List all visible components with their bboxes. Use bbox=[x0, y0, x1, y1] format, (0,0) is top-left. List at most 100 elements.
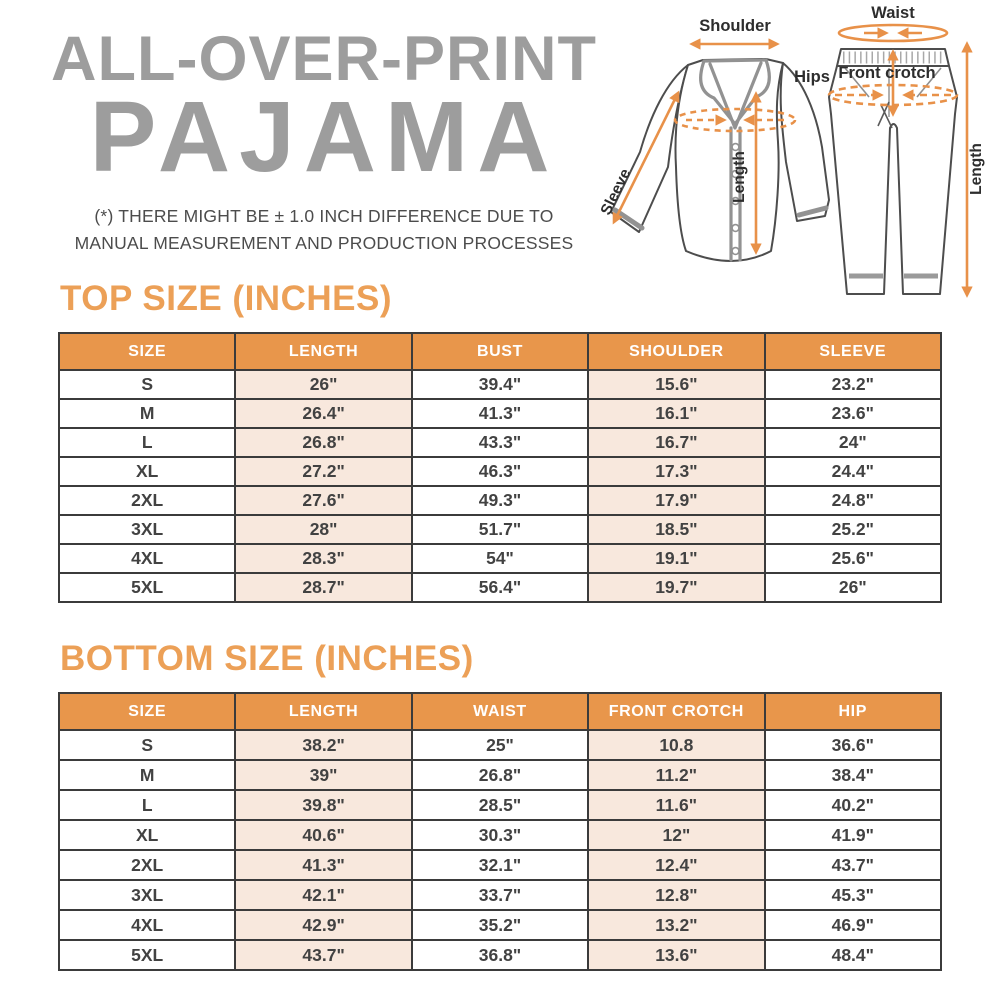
measurement-cell: 18.5" bbox=[587, 514, 766, 545]
measurement-cell: 24" bbox=[763, 427, 943, 458]
pajama-measurement-diagram: Shoulder Length Sleeve bbox=[598, 4, 985, 298]
top-size-table: SIZE LENGTH BUST SHOULDER SLEEVE S 26" 39.… bbox=[57, 332, 943, 603]
column-header-length: LENGTH bbox=[234, 692, 413, 731]
measurement-cell: 36.6" bbox=[763, 729, 943, 761]
size-cell: 5XL bbox=[57, 939, 237, 971]
measurement-cell: 35.2" bbox=[410, 909, 590, 941]
top-size-table-header: SIZE LENGTH BUST SHOULDER SLEEVE bbox=[57, 332, 943, 371]
measurement-cell: 46.9" bbox=[763, 909, 943, 941]
title-block: ALL-OVER-PRINT PAJAMA (*) THERE MIGHT BE… bbox=[48, 28, 600, 257]
measurement-cell: 24.8" bbox=[763, 485, 943, 516]
bottom-size-heading: BOTTOM SIZE (INCHES) bbox=[60, 639, 474, 678]
measurement-cell: 17.9" bbox=[587, 485, 766, 516]
table-row: L 39.8" 28.5" 11.6" 40.2" bbox=[57, 789, 943, 821]
measurement-cell: 25" bbox=[410, 729, 590, 761]
measurement-cell: 12.8" bbox=[587, 879, 766, 911]
measurement-cell: 26.8" bbox=[410, 759, 590, 791]
table-row: M 39" 26.8" 11.2" 38.4" bbox=[57, 759, 943, 791]
measurement-cell: 17.3" bbox=[587, 456, 766, 487]
measurement-cell: 51.7" bbox=[410, 514, 590, 545]
page-title-line1: ALL-OVER-PRINT bbox=[51, 24, 597, 94]
measurement-cell: 28" bbox=[234, 514, 413, 545]
measurement-cell: 26" bbox=[763, 572, 943, 603]
measurement-cell: 38.4" bbox=[763, 759, 943, 791]
measurement-cell: 40.6" bbox=[234, 819, 413, 851]
measurement-cell: 28.5" bbox=[410, 789, 590, 821]
measurement-cell: 41.9" bbox=[763, 819, 943, 851]
header-row: SIZE LENGTH WAIST FRONT CROTCH HIP bbox=[57, 692, 943, 731]
size-cell: M bbox=[57, 398, 237, 429]
disclaimer-text: (*) THERE MIGHT BE ± 1.0 INCH DIFFERENCE… bbox=[48, 203, 600, 257]
table-row: XL 27.2" 46.3" 17.3" 24.4" bbox=[57, 456, 943, 487]
measurement-cell: 28.7" bbox=[234, 572, 413, 603]
bottom-size-table-header: SIZE LENGTH WAIST FRONT CROTCH HIP bbox=[57, 692, 943, 731]
top-size-heading: TOP SIZE (INCHES) bbox=[60, 279, 392, 318]
shoulder-measure-label: Shoulder bbox=[699, 17, 771, 35]
measurement-cell: 11.2" bbox=[587, 759, 766, 791]
measurement-cell: 26.8" bbox=[234, 427, 413, 458]
pants-measure-arrows bbox=[827, 23, 973, 298]
table-row: 4XL 28.3" 54" 19.1" 25.6" bbox=[57, 543, 943, 574]
measurement-cell: 39.4" bbox=[410, 369, 590, 400]
measurement-cell: 27.2" bbox=[234, 456, 413, 487]
measurement-cell: 42.9" bbox=[234, 909, 413, 941]
shirt-buttons bbox=[731, 142, 740, 256]
size-cell: 4XL bbox=[57, 909, 237, 941]
measurement-cell: 27.6" bbox=[234, 485, 413, 516]
disclaimer-line2: MANUAL MEASUREMENT AND PRODUCTION PROCES… bbox=[74, 233, 574, 254]
shirt-length-measure-label: Length bbox=[731, 151, 748, 203]
column-header-sleeve: SLEEVE bbox=[763, 332, 943, 371]
measurement-cell: 13.2" bbox=[587, 909, 766, 941]
front-crotch-measure-label: Front crotch bbox=[838, 64, 935, 82]
column-header-waist: WAIST bbox=[410, 692, 590, 731]
table-row: M 26.4" 41.3" 16.1" 23.6" bbox=[57, 398, 943, 429]
size-cell: L bbox=[57, 789, 237, 821]
column-header-length: LENGTH bbox=[234, 332, 413, 371]
column-header-hip: HIP bbox=[763, 692, 943, 731]
size-cell: S bbox=[57, 369, 237, 400]
measurement-cell: 39" bbox=[234, 759, 413, 791]
size-cell: 5XL bbox=[57, 572, 237, 603]
column-header-size: SIZE bbox=[57, 692, 237, 731]
disclaimer-line1: (*) THERE MIGHT BE ± 1.0 INCH DIFFERENCE… bbox=[94, 206, 554, 226]
measurement-cell: 36.8" bbox=[410, 939, 590, 971]
table-row: 5XL 28.7" 56.4" 19.7" 26" bbox=[57, 572, 943, 603]
header-row: SIZE LENGTH BUST SHOULDER SLEEVE bbox=[57, 332, 943, 371]
size-cell: M bbox=[57, 759, 237, 791]
measurement-cell: 24.4" bbox=[763, 456, 943, 487]
size-cell: XL bbox=[57, 456, 237, 487]
measurement-cell: 38.2" bbox=[234, 729, 413, 761]
bottom-size-table-body: S 38.2" 25" 10.8 36.6" M 39" 26.8" 11.2" 38.4" L 39… bbox=[57, 729, 943, 971]
table-row: S 38.2" 25" 10.8 36.6" bbox=[57, 729, 943, 761]
page-title-line2: PAJAMA bbox=[89, 81, 559, 193]
table-row: XL 40.6" 30.3" 12" 41.9" bbox=[57, 819, 943, 851]
table-row: L 26.8" 43.3" 16.7" 24" bbox=[57, 427, 943, 458]
table-row: 4XL 42.9" 35.2" 13.2" 46.9" bbox=[57, 909, 943, 941]
table-row: 2XL 41.3" 32.1" 12.4" 43.7" bbox=[57, 849, 943, 881]
measurement-cell: 11.6" bbox=[587, 789, 766, 821]
measurement-cell: 16.7" bbox=[587, 427, 766, 458]
table-row: 3XL 28" 51.7" 18.5" 25.2" bbox=[57, 514, 943, 545]
size-cell: L bbox=[57, 427, 237, 458]
measurement-cell: 42.1" bbox=[234, 879, 413, 911]
size-cell: XL bbox=[57, 819, 237, 851]
measurement-cell: 23.6" bbox=[763, 398, 943, 429]
size-cell: 2XL bbox=[57, 485, 237, 516]
measurement-cell: 28.3" bbox=[234, 543, 413, 574]
measurement-cell: 25.6" bbox=[763, 543, 943, 574]
top-size-table-body: S 26" 39.4" 15.6" 23.2" M 26.4" 41.3" 16.1" 23.6"… bbox=[57, 369, 943, 603]
column-header-size: SIZE bbox=[57, 332, 237, 371]
measurement-cell: 46.3" bbox=[410, 456, 590, 487]
measurement-cell: 15.6" bbox=[587, 369, 766, 400]
bottom-size-section: BOTTOM SIZE (INCHES) SIZE LENGTH WAIST F… bbox=[57, 639, 943, 971]
bottom-size-table: SIZE LENGTH WAIST FRONT CROTCH HIP S 38.2… bbox=[57, 692, 943, 971]
measurement-cell: 54" bbox=[410, 543, 590, 574]
measurement-cell: 13.6" bbox=[587, 939, 766, 971]
measurement-cell: 16.1" bbox=[587, 398, 766, 429]
measurement-cell: 19.1" bbox=[587, 543, 766, 574]
measurement-cell: 49.3" bbox=[410, 485, 590, 516]
measurement-cell: 12" bbox=[587, 819, 766, 851]
measurement-cell: 33.7" bbox=[410, 879, 590, 911]
shirt-measure-arrows bbox=[612, 38, 797, 255]
